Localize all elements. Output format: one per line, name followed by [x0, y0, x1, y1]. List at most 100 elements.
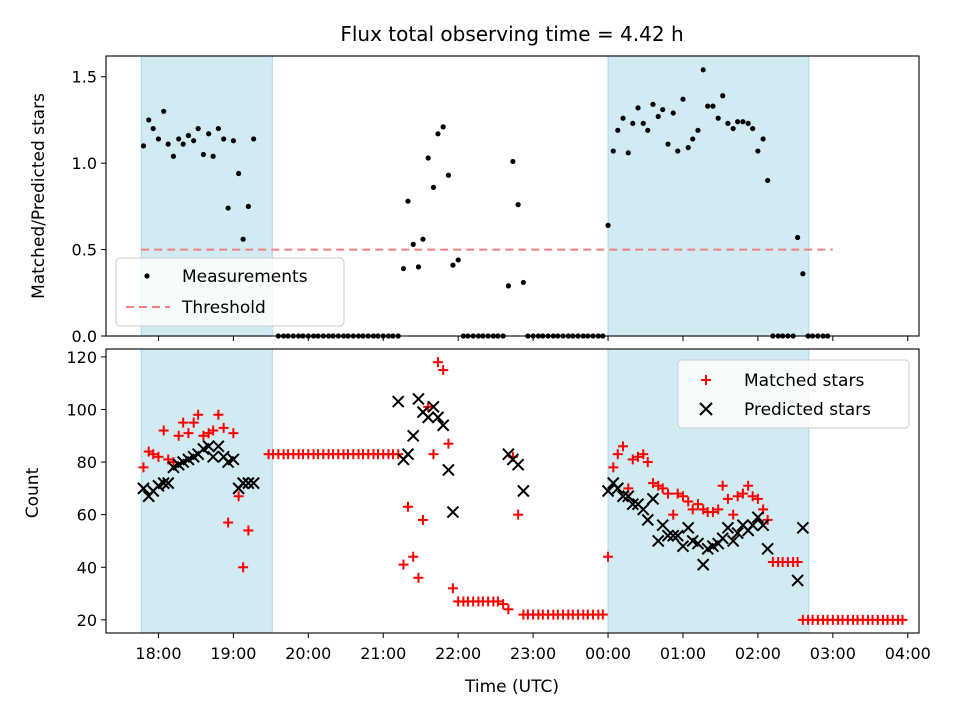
measurement-point [520, 279, 526, 286]
measurement-point [155, 136, 162, 142]
measurement-point [690, 136, 696, 142]
measurement-point [740, 119, 746, 125]
matched-star-point [417, 514, 428, 525]
predicted-star-point [431, 411, 445, 424]
measurement-point [420, 236, 426, 242]
bottom-ytick-label: 20 [77, 611, 97, 630]
matched-star-point [223, 517, 234, 528]
predicted-star-point [601, 484, 615, 498]
matched-star-point [687, 504, 698, 515]
predicted-star-point [611, 482, 624, 495]
bottom-y-axis-label: Count [23, 467, 43, 518]
measurement-point [191, 138, 197, 144]
legend-threshold-label: Threshold [181, 298, 266, 318]
measurement-point [745, 120, 751, 127]
measurement-point [430, 184, 437, 190]
matched-star-point [603, 551, 614, 562]
bottom-xtick-label: 21:00 [360, 644, 406, 663]
predicted-star-point [407, 429, 420, 442]
bottom-xtick-label: 00:00 [585, 644, 631, 663]
matched-star-point [792, 557, 803, 567]
bottom-xtick-label: 23:00 [510, 644, 556, 663]
measurement-point [405, 198, 411, 204]
measurement-point [445, 172, 452, 178]
measurement-point [650, 101, 656, 107]
measurement-point [795, 234, 801, 241]
matched-star-point [743, 480, 754, 491]
measurement-point [505, 283, 511, 289]
measurement-point [251, 136, 257, 142]
x-axis-label: Time (UTC) [464, 677, 559, 697]
matched-star-point [692, 499, 703, 510]
measurement-point [720, 93, 726, 99]
matched-star-point [428, 449, 439, 460]
bottom-xtick-label: 22:00 [435, 644, 481, 663]
bottom-ytick-label: 40 [77, 558, 97, 577]
matched-star-point [443, 438, 454, 449]
measurement-point [610, 148, 616, 154]
measurement-point [715, 115, 721, 121]
predicted-star-point [161, 476, 175, 490]
matched-star-point [193, 409, 204, 420]
bottom-xtick-label: 01:00 [660, 644, 706, 663]
matched-star-point [747, 491, 758, 502]
predicted-star-point [652, 534, 665, 548]
predicted-star-point [202, 440, 215, 453]
predicted-star-point [641, 513, 654, 527]
bottom-xtick-label: 04:00 [885, 644, 931, 663]
predicted-star-point [682, 521, 695, 535]
predicted-star-point [656, 518, 669, 532]
predicted-star-point [517, 484, 530, 498]
predicted-star-point [671, 529, 684, 542]
measurement-point [206, 131, 212, 137]
predicted-star-point [421, 411, 435, 424]
legend-measurements-marker [144, 273, 150, 279]
bottom-shaded-span-0 [140, 348, 273, 634]
measurement-point [200, 151, 207, 158]
bottom-ytick-label: 60 [77, 506, 97, 525]
top-y-axis-label: Matched/Predicted stars [29, 93, 49, 299]
matched-star-point [707, 507, 718, 518]
measurement-point [400, 265, 407, 272]
predicted-star-point [427, 400, 440, 414]
measurement-point [705, 103, 711, 109]
matched-star-point [662, 488, 673, 499]
matched-star-point [398, 559, 409, 570]
bottom-panel: 20 40 60 80 100 120 18:00 19:00 20:00 21:00 22:00… [23, 348, 931, 697]
matched-star-point [668, 509, 679, 520]
measurement-point [605, 222, 611, 228]
predicted-star-point [746, 518, 759, 532]
matched-star-point [198, 430, 209, 441]
matched-star-point [638, 449, 649, 460]
matched-star-point [178, 417, 189, 428]
matched-star-point [213, 409, 224, 420]
matched-star-point [612, 449, 623, 460]
measurement-point [161, 108, 167, 114]
legend-matched-label: Matched stars [744, 371, 864, 391]
matched-star-point [633, 451, 644, 462]
matched-star-point [138, 462, 149, 473]
measurement-point [730, 125, 736, 132]
matched-star-point [672, 488, 683, 499]
matched-star-point [432, 357, 443, 368]
measurement-point [625, 150, 631, 156]
measurement-point [660, 106, 666, 113]
matched-star-point [647, 478, 658, 489]
top-ytick-label: 1.0 [72, 154, 97, 173]
matched-star-point [243, 525, 254, 536]
predicted-star-point [392, 395, 405, 408]
measurement-point [435, 131, 441, 137]
predicted-star-point [661, 529, 675, 542]
predicted-star-point [696, 558, 710, 571]
measurement-point [415, 264, 422, 270]
predicted-star-point [401, 447, 415, 461]
measurement-point [735, 119, 741, 125]
predicted-star-point [622, 490, 635, 503]
measurement-point [150, 125, 156, 132]
matched-star-point [173, 430, 184, 441]
predicted-star-point [731, 526, 744, 540]
measurement-point [245, 203, 251, 209]
measurement-point [185, 132, 192, 139]
measurement-point [450, 262, 456, 268]
